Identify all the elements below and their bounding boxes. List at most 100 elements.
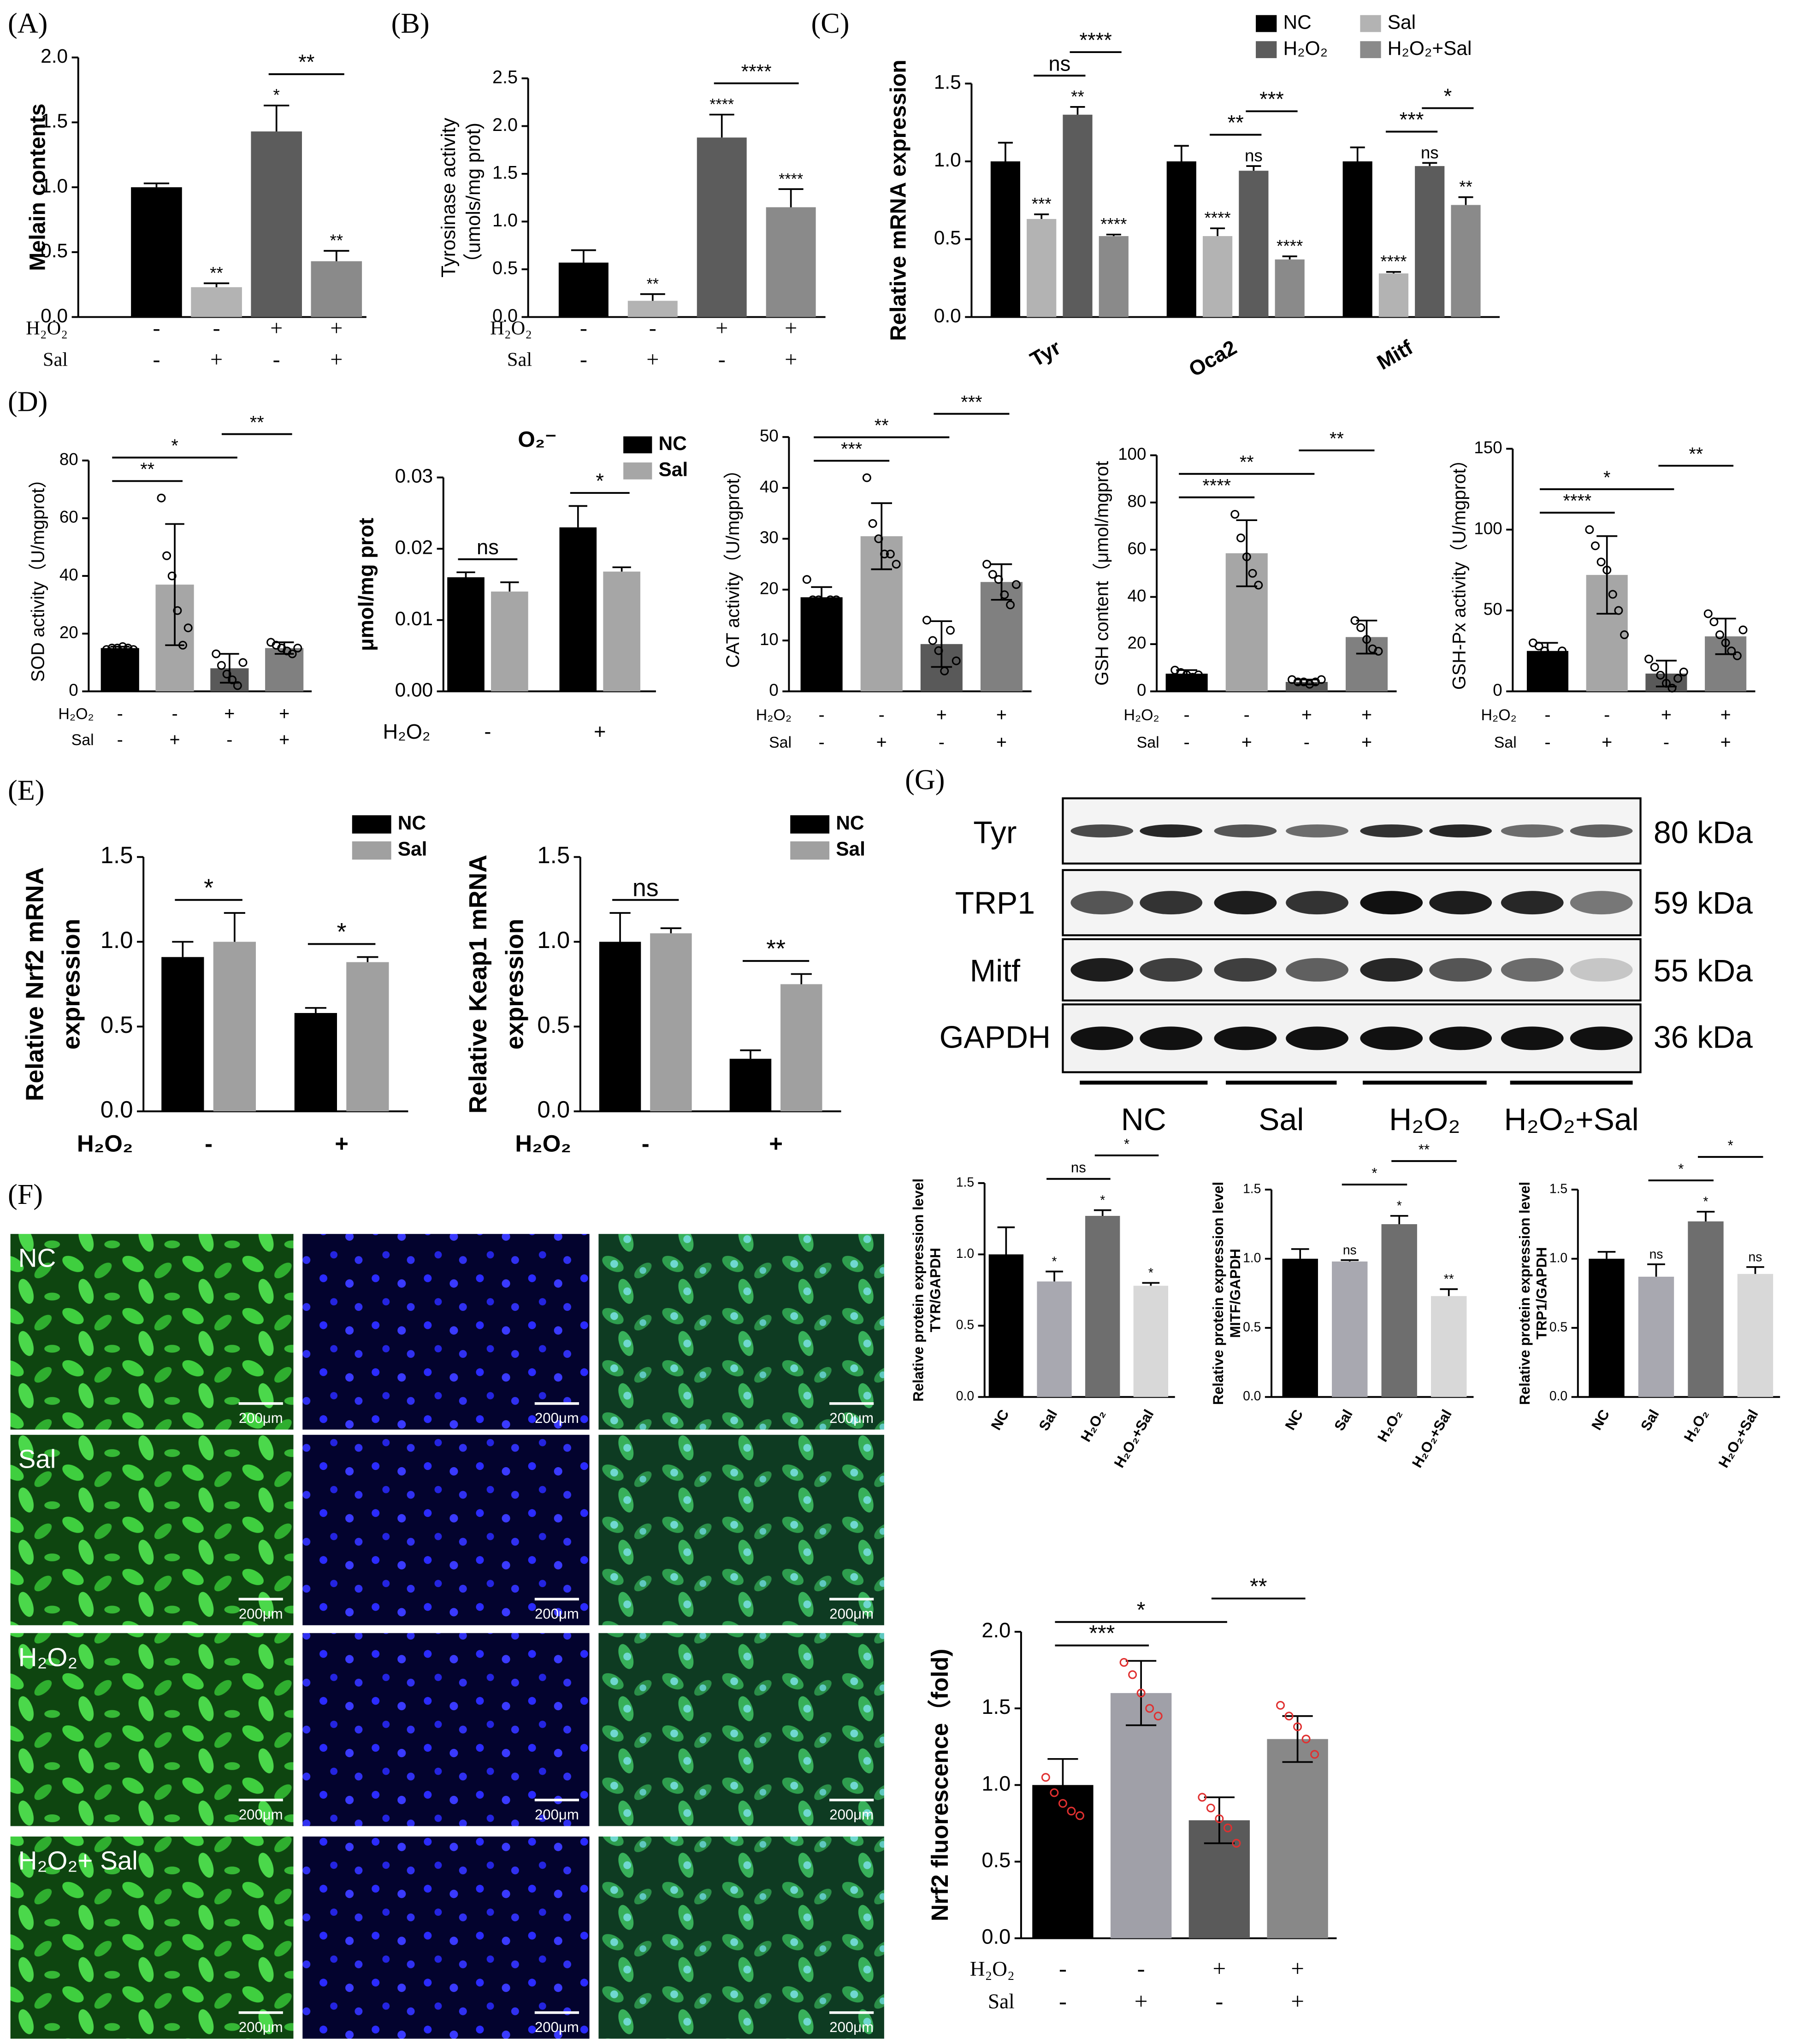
data-point — [1602, 565, 1612, 575]
y-tick-label: 50 — [1484, 600, 1502, 619]
data-point — [1153, 1712, 1163, 1721]
error-bar — [165, 523, 184, 646]
condition-sign: - — [1244, 705, 1250, 725]
data-point — [1230, 510, 1240, 519]
blot-band — [1429, 891, 1492, 915]
data-point — [1223, 1823, 1232, 1832]
panel-label: (C) — [811, 8, 849, 39]
error-bar — [1126, 1660, 1157, 1726]
data-point — [1644, 654, 1654, 664]
x-tick-label: Sal — [1637, 1407, 1662, 1434]
bar — [1202, 236, 1233, 317]
data-point — [293, 644, 302, 653]
x-tick-label: NC — [1282, 1407, 1306, 1433]
bar — [1589, 1258, 1625, 1397]
bar — [800, 597, 843, 692]
condition-sign: + — [224, 704, 235, 724]
data-point — [1254, 581, 1263, 590]
bar — [766, 207, 816, 317]
y-axis-label: Tyrosinase activity — [437, 118, 459, 278]
significance-label: **** — [1563, 491, 1592, 511]
bar — [558, 262, 609, 317]
bar — [100, 648, 139, 692]
error-bar — [203, 282, 230, 287]
error-bar — [571, 249, 596, 263]
data-point — [1041, 1773, 1050, 1782]
significance-label: ** — [140, 459, 154, 480]
significance-label: ** — [1689, 444, 1703, 464]
condition-label: H₂O₂ — [490, 318, 532, 339]
scale-label: 200μm — [239, 2019, 283, 2035]
bar — [650, 933, 692, 1112]
bar-annotation: **** — [1204, 208, 1230, 227]
data-point — [1242, 552, 1251, 562]
scale-label: 200μm — [535, 1410, 579, 1426]
data-point — [922, 616, 931, 625]
x-axis-label: H₂O₂ — [515, 1130, 571, 1156]
data-point — [820, 600, 829, 610]
bar-annotation: * — [1100, 1192, 1105, 1207]
bar-annotation: ns — [1749, 1250, 1762, 1264]
error-bar — [1204, 1796, 1235, 1844]
condition-label: Sal — [769, 734, 792, 752]
condition-label: H₂O₂ — [58, 705, 94, 723]
y-axis-label: Nrf2 fluorescence（fold) — [927, 1649, 953, 1921]
y-tick-label: 1.5 — [956, 1174, 974, 1189]
micrograph — [302, 1434, 590, 1625]
data-point — [1534, 641, 1543, 651]
significance-label: * — [1603, 468, 1610, 488]
legend-swatch — [1256, 41, 1277, 59]
bar — [1342, 161, 1372, 317]
y-tick-label: 0.0 — [981, 1925, 1011, 1949]
blot-band — [1070, 824, 1134, 838]
scale-label: 200μm — [829, 2019, 874, 2035]
data-point — [826, 595, 835, 604]
data-point — [1585, 525, 1594, 534]
condition-sign: + — [1135, 1989, 1148, 2014]
data-point — [162, 551, 171, 560]
data-point — [988, 570, 997, 579]
bar — [251, 131, 302, 317]
data-point — [173, 606, 182, 615]
size-label: 59 kDa — [1654, 886, 1753, 920]
bar-annotation: **** — [709, 96, 734, 113]
data-point — [1709, 617, 1719, 627]
error-bar — [998, 142, 1013, 162]
condition-label: Sal — [71, 731, 94, 749]
bar-annotation: ** — [1444, 1272, 1454, 1286]
data-point — [102, 645, 111, 654]
y-axis-label: Melain contents — [25, 103, 50, 271]
condition-sign: - — [580, 347, 587, 372]
blot-band — [1070, 1026, 1134, 1050]
group-label: Sal — [1259, 1102, 1304, 1137]
error-bar — [1046, 1270, 1063, 1282]
y-axis-label: Relative protein expression level — [1210, 1182, 1226, 1405]
data-point — [886, 550, 895, 559]
bar — [447, 577, 485, 692]
y-tick-label: 1.5 — [537, 842, 570, 868]
condition-sign: + — [785, 347, 797, 372]
y-axis-label: expression — [501, 919, 528, 1050]
error-bar — [1034, 213, 1049, 219]
bar-annotation: ** — [1071, 87, 1084, 106]
y-tick-label: 2.0 — [981, 1618, 1011, 1642]
y-tick-label: 0.02 — [395, 536, 433, 558]
significance-label: * — [204, 874, 213, 901]
significance-label: *** — [1089, 1621, 1115, 1646]
condition-label: Sal — [1137, 734, 1159, 752]
condition-label: Sal — [1494, 734, 1517, 752]
data-point — [118, 642, 127, 651]
blot-band — [1501, 824, 1564, 838]
scale-label: 200μm — [535, 2019, 579, 2035]
data-point — [1119, 1658, 1129, 1667]
error-bar — [500, 581, 519, 592]
blot-band — [1140, 1026, 1203, 1050]
data-point — [1679, 667, 1688, 676]
significance-label: ns — [477, 535, 499, 559]
x-tick-label: + — [594, 720, 606, 743]
data-point — [928, 636, 937, 645]
data-point — [1232, 1839, 1241, 1848]
bar — [1110, 1693, 1172, 1938]
condition-sign: - — [580, 316, 587, 340]
